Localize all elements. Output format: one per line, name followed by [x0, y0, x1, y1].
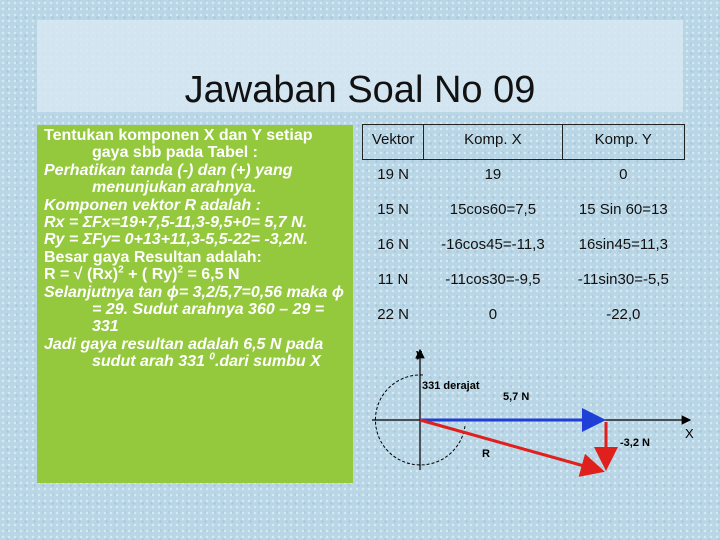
header-cell: Komp. Y: [561, 124, 686, 160]
table-cell: 0: [619, 166, 628, 183]
angle-label: 331 derajat: [422, 380, 480, 392]
title: Jawaban Soal No 09: [184, 69, 536, 111]
x-label: X: [685, 426, 694, 441]
text: Ry = ΣFy= 0+13+11,3-5,5-22= -3,2N.: [44, 231, 308, 249]
text: R = √ (Rx): [44, 266, 119, 284]
table-cell: 16sin45=11,3: [578, 235, 668, 253]
table-cell: -11sin30=-5,5: [577, 270, 669, 288]
table-cell: 0: [488, 305, 498, 323]
table-cell: 11 N: [377, 270, 409, 288]
superscript: 0: [209, 351, 215, 363]
text-line: Rx = ΣFx=19+7,5-11,3-9,5+0= 5,7 N.: [44, 214, 349, 231]
text-line: Komponen vektor R adalah :: [44, 197, 349, 214]
table-cell: 22 N: [377, 305, 409, 323]
table-cell: 16 N: [377, 235, 409, 253]
text: + ( Ry): [123, 266, 178, 284]
header-cell: Komp. X: [423, 124, 563, 160]
text-line: Selanjutnya tan ϕ= 3,2/5,7=0,56 maka ϕ =…: [44, 284, 349, 336]
resultant-arrow: [419, 418, 605, 477]
table-row: 11 N -11cos30=-9,5 -11sin30=-5,5: [363, 265, 685, 300]
text-line: Besar gaya Resultan adalah:: [44, 249, 349, 266]
text-line: Tentukan komponen X dan Y setiap gaya sb…: [44, 127, 349, 162]
text: Besar gaya Resultan adalah:: [44, 248, 262, 266]
table-row: 19 N 19 0: [363, 160, 685, 195]
text: Selanjutnya tan ϕ= 3,2/5,7=0,56 maka ϕ =…: [44, 283, 344, 336]
table-cell: 19 N: [377, 166, 409, 183]
table-cell: 15cos60=7,5: [449, 200, 537, 218]
table-row: 16 N -16cos45=-11,3 16sin45=11,3: [363, 230, 685, 265]
table-cell: 15 Sin 60=13: [578, 200, 668, 218]
title-box: Jawaban Soal No 09: [37, 20, 683, 112]
text: .dari sumbu X: [214, 353, 321, 371]
resultant-label: R: [482, 448, 490, 460]
table-cell: 19: [484, 166, 502, 183]
header-row: Vektor Komp. X Komp. Y: [361, 124, 686, 160]
table-row: 22 N 0 -22,0: [363, 300, 685, 335]
table-body: 19 N 19 0 15 N 15cos60=7,5 15 Sin 60=13 16 N -1…: [363, 160, 685, 335]
table-row: 15 N 15cos60=7,5 15 Sin 60=13: [363, 195, 685, 230]
text: Tentukan komponen X dan Y setiap gaya sb…: [44, 127, 313, 162]
angle-arc: [374, 374, 466, 466]
text-line: R = √ (Rx)2 + ( Ry)2 = 6,5 N: [44, 264, 349, 284]
answer-text: Tentukan komponen X dan Y setiap gaya sb…: [37, 125, 353, 483]
table-cell: 15 N: [377, 200, 409, 218]
text: Perhatikan tanda (-) dan (+) yang menunj…: [44, 161, 293, 197]
text-line: Jadi gaya resultan adalah 6,5 N pada sud…: [44, 336, 349, 371]
text: Jadi gaya resultan adalah 6,5 N pada sud…: [44, 335, 324, 371]
y-component-label: -3,2 N: [620, 437, 650, 449]
component-table: Vektor Komp. X Komp. Y 19 N 19 0 15 N 15cos60=…: [361, 124, 686, 335]
text-line: Ry = ΣFy= 0+13+11,3-5,5-22= -3,2N.: [44, 231, 349, 248]
table-cell: -11cos30=-9,5: [445, 270, 541, 288]
superscript: 2: [177, 264, 184, 276]
table-cell: -16cos45=-11,3: [441, 235, 545, 253]
text: = 6,5 N: [183, 266, 240, 284]
text: Komponen vektor R adalah :: [44, 196, 261, 214]
superscript: 2: [118, 264, 124, 276]
text-line: Perhatikan tanda (-) dan (+) yang menunj…: [44, 162, 349, 197]
text: Rx = ΣFx=19+7,5-11,3-9,5+0= 5,7 N.: [44, 214, 308, 232]
y-label: y: [416, 348, 423, 360]
x-component-label: 5,7 N: [503, 391, 529, 403]
table-cell: -22,0: [606, 305, 641, 323]
